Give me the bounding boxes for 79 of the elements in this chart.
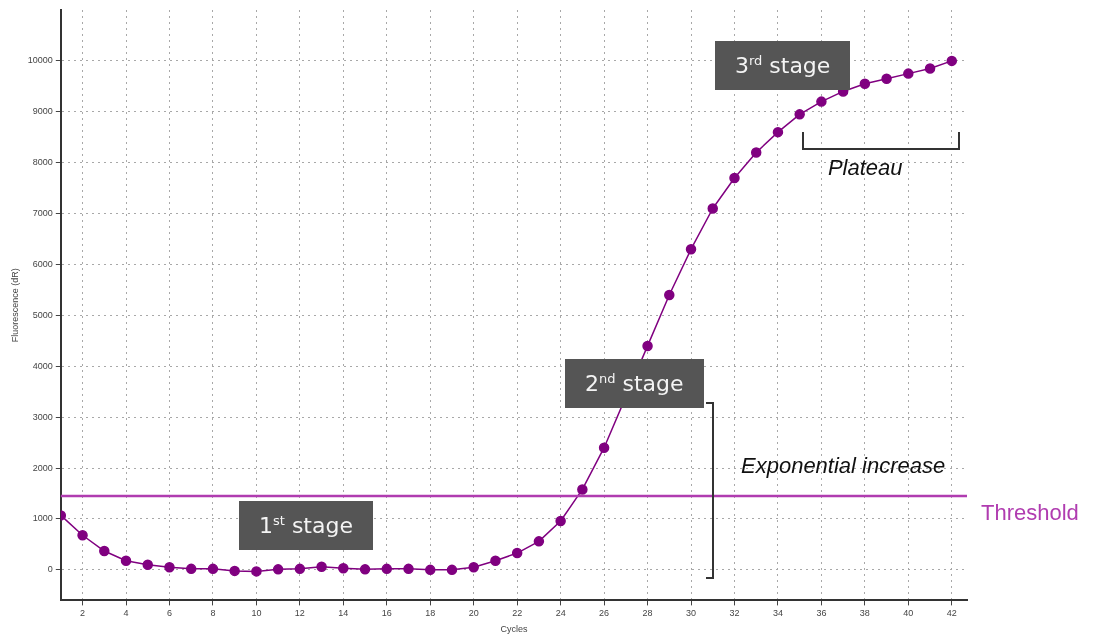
y-tick-label: 8000 — [32, 157, 53, 168]
point — [294, 563, 306, 575]
point — [77, 530, 88, 541]
point — [142, 559, 153, 571]
point — [903, 68, 914, 79]
point — [511, 547, 523, 559]
x-tick-label: 10 — [251, 608, 262, 619]
x-tick-label: 8 — [210, 608, 216, 619]
point — [577, 484, 588, 495]
x-tick-label: 20 — [468, 608, 479, 619]
point — [403, 563, 414, 575]
point — [359, 564, 371, 575]
x-tick-label: 16 — [381, 608, 392, 619]
y-tick-label: 3000 — [32, 411, 53, 422]
point — [490, 555, 501, 566]
x-tick-label: 42 — [946, 608, 957, 619]
x-tick-label: 32 — [729, 608, 740, 619]
point — [185, 563, 197, 575]
point — [120, 555, 132, 566]
point — [881, 73, 892, 84]
point — [468, 562, 479, 573]
ref-line-label: Threshold — [981, 500, 1079, 527]
x-tick-label: 22 — [512, 608, 523, 619]
x-tick-label: 2 — [80, 608, 86, 619]
point — [685, 243, 697, 255]
point — [816, 96, 827, 107]
y-tick-label: 9000 — [32, 106, 53, 117]
point — [425, 564, 436, 576]
point — [533, 536, 545, 547]
x-tick-label: 40 — [903, 608, 914, 619]
y-tick-label: 5000 — [32, 309, 53, 320]
point — [251, 566, 262, 577]
x-tick-label: 26 — [599, 608, 610, 619]
point — [229, 565, 240, 577]
point — [555, 515, 566, 527]
x-tick-label: 4 — [123, 608, 129, 619]
x-tick-label: 28 — [642, 608, 653, 619]
point — [924, 63, 936, 74]
point — [381, 563, 393, 575]
point — [164, 562, 175, 573]
point — [446, 564, 458, 576]
annotation: 1$^{st}$ stage — [239, 501, 373, 551]
point — [772, 126, 784, 138]
x-tick-label: 24 — [555, 608, 566, 619]
y-tick-label: 2000 — [32, 462, 53, 473]
point — [729, 172, 740, 184]
annotation: Exponential increase — [741, 452, 946, 479]
point — [598, 442, 610, 453]
x-tick-label: 30 — [686, 608, 697, 619]
point — [99, 545, 110, 557]
x-axis-title: Cycles — [500, 624, 528, 635]
y-axis-title: Fluorescence (dR) — [9, 268, 20, 343]
point — [272, 564, 284, 575]
point — [946, 55, 958, 67]
y-tick-label: 4000 — [32, 360, 53, 371]
annotation: Plateau — [827, 155, 903, 182]
x-tick-label: 34 — [772, 608, 783, 619]
point — [859, 78, 871, 90]
y-tick-label: 1000 — [32, 513, 53, 524]
point — [794, 109, 805, 120]
y-tick-label: 6000 — [32, 258, 53, 269]
point — [664, 289, 675, 301]
x-tick-label: 6 — [166, 608, 172, 619]
annotation: 2$^{nd}$ stage — [564, 358, 704, 408]
point — [207, 563, 219, 575]
point — [642, 340, 653, 352]
x-tick-label: 36 — [816, 608, 827, 619]
y-tick-label: 7000 — [32, 208, 53, 219]
point — [316, 561, 327, 573]
point — [750, 147, 762, 158]
x-tick-label: 18 — [425, 608, 436, 619]
point — [338, 563, 349, 574]
point — [707, 203, 718, 214]
y-tick-label: 10000 — [27, 55, 53, 66]
x-tick-label: 14 — [338, 608, 349, 619]
x-tick-label: 12 — [294, 608, 305, 619]
y-tick-label: 0 — [47, 564, 53, 575]
annotation: 3$^{rd}$ stage — [714, 40, 851, 90]
x-tick-label: 38 — [859, 608, 870, 619]
